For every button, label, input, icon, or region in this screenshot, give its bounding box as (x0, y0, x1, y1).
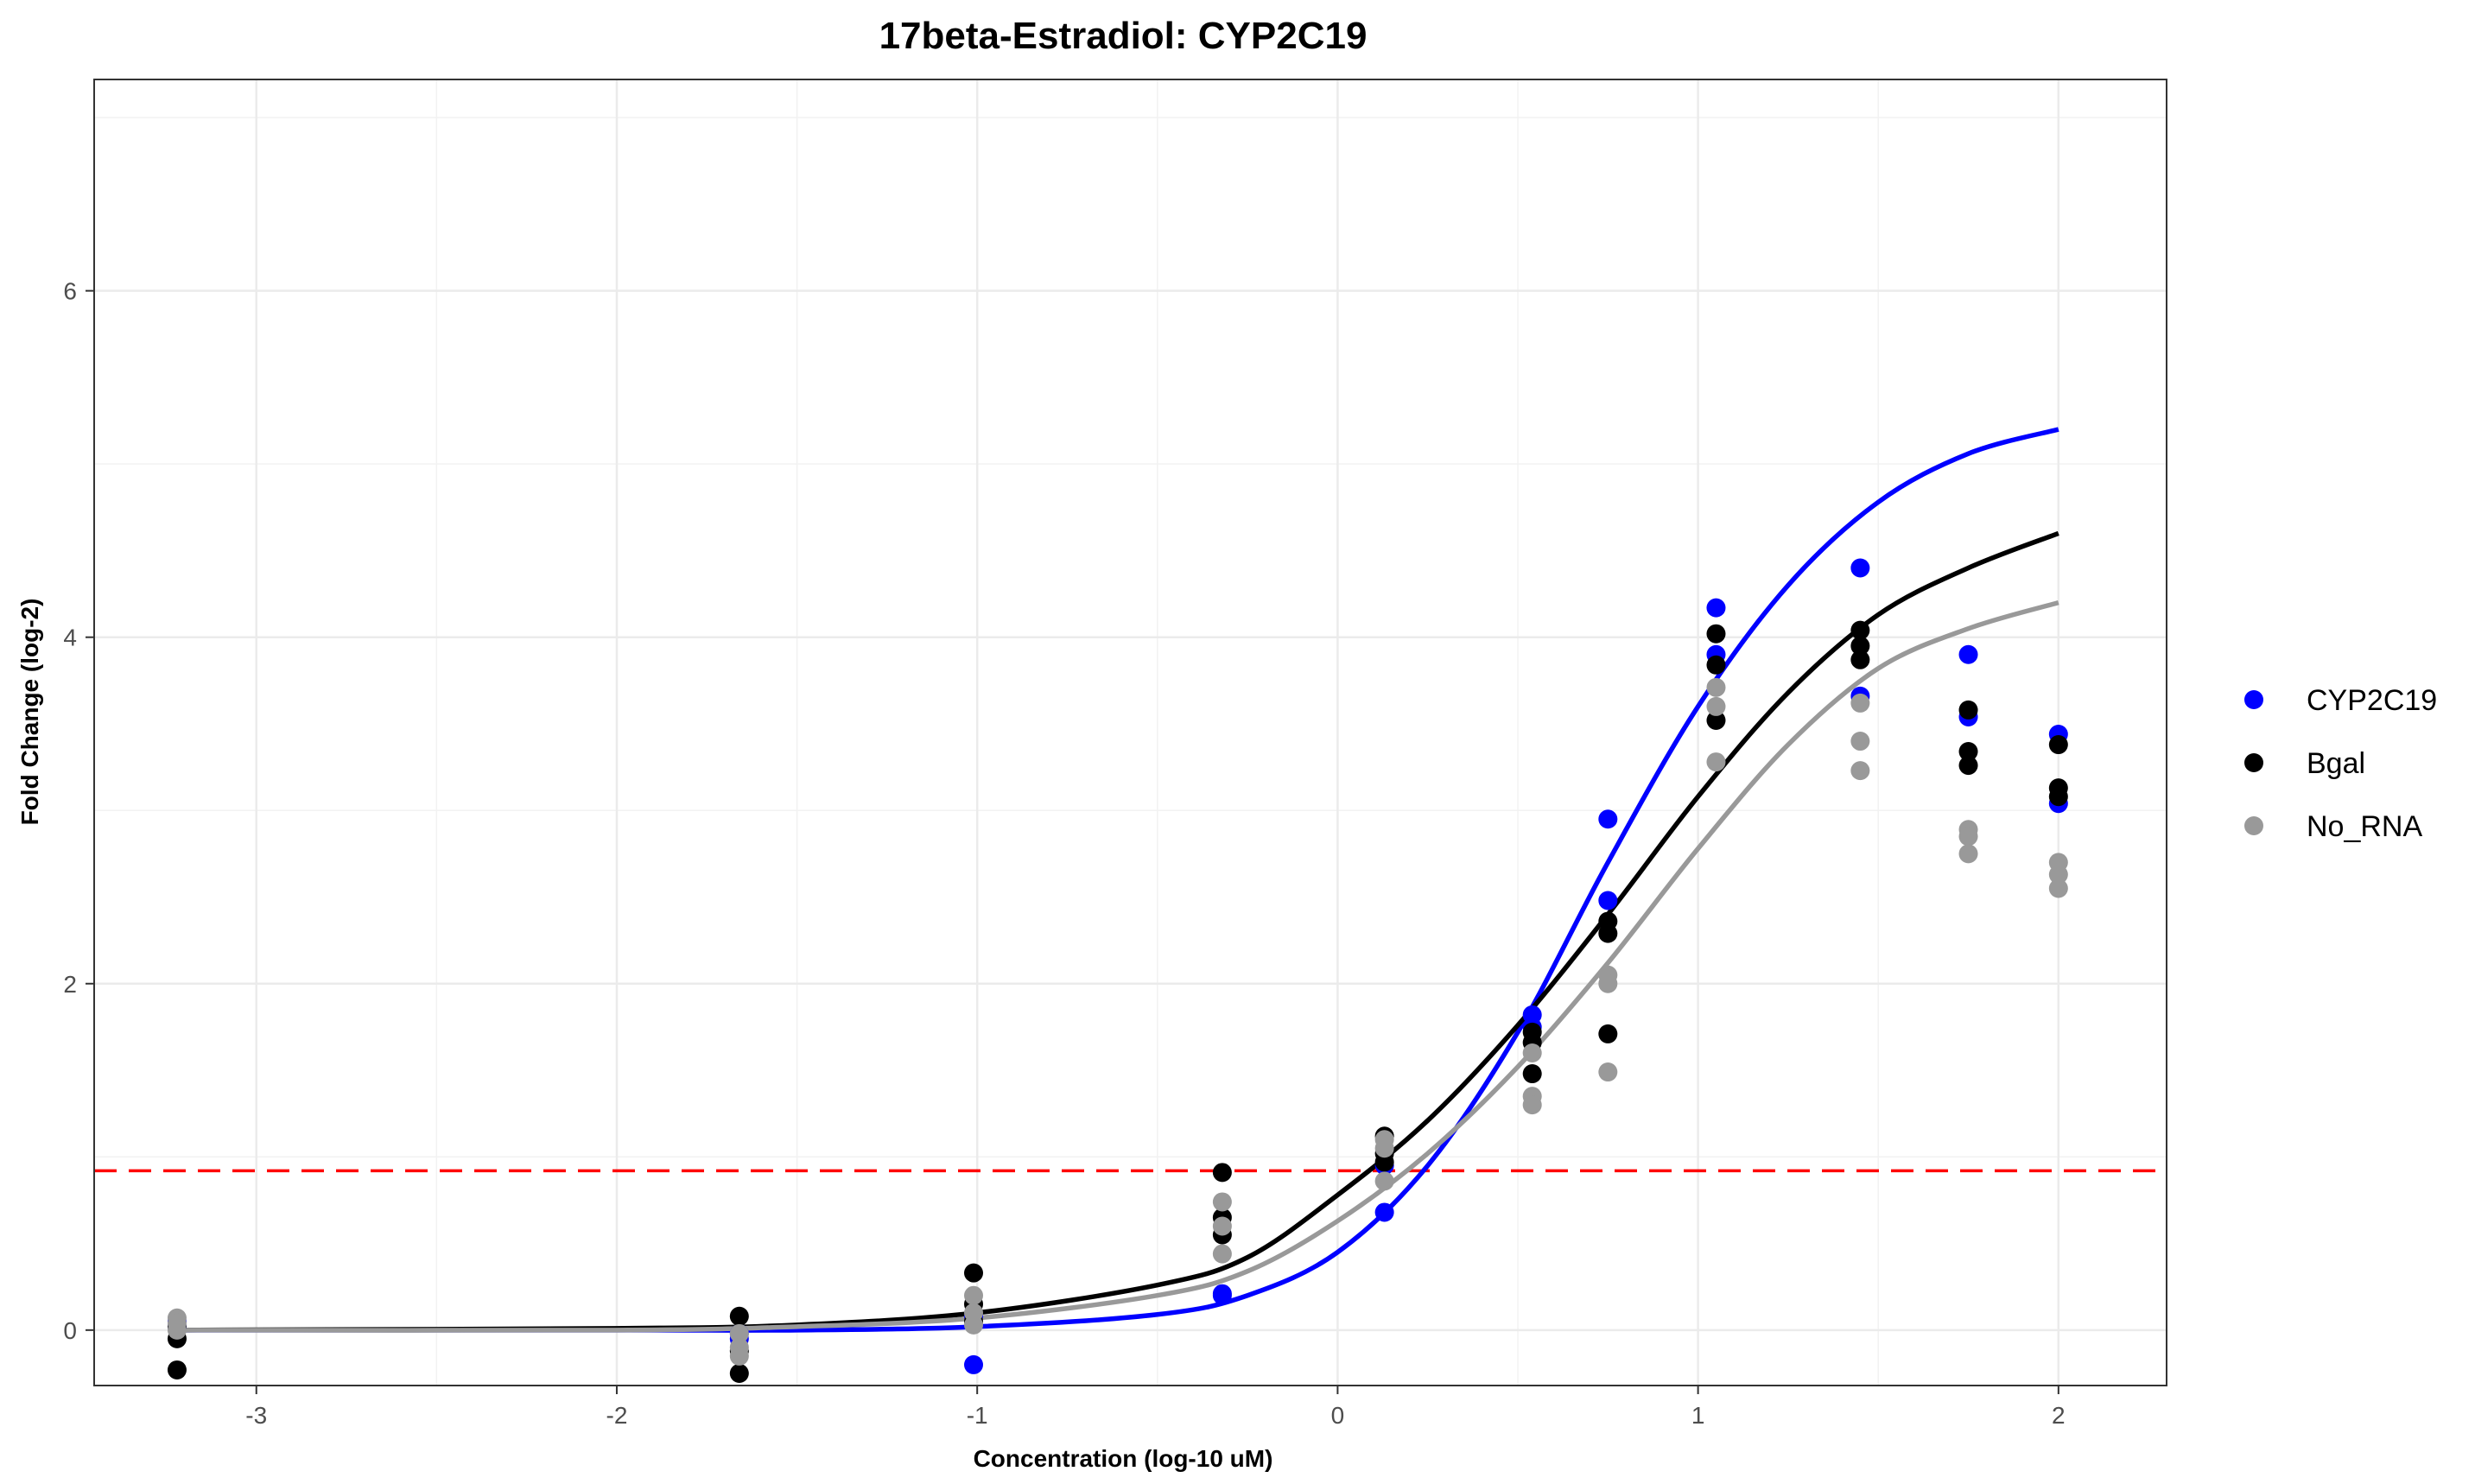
x-tick-label: -2 (606, 1402, 628, 1429)
y-tick-label: 4 (63, 625, 77, 651)
data-point-no-rna (1850, 732, 1870, 752)
data-point-cyp2c19 (1212, 1285, 1232, 1305)
x-tick-label: -1 (967, 1402, 988, 1429)
data-point-bgal (1850, 650, 1870, 669)
legend: CYP2C19 Bgal No_RNA (2244, 684, 2437, 843)
data-point-cyp2c19 (1598, 891, 1618, 910)
data-point-bgal (1706, 710, 1726, 730)
x-tick-label: 2 (2052, 1402, 2066, 1429)
data-point-no-rna (167, 1320, 187, 1340)
data-point-bgal (1958, 742, 1978, 762)
data-point-no-rna (1522, 1043, 1542, 1062)
data-point-no-rna (1374, 1171, 1394, 1191)
x-tick-label: 0 (1331, 1402, 1345, 1429)
y-tick-label: 0 (63, 1317, 77, 1344)
data-point-bgal (729, 1363, 749, 1383)
fit-curve-cyp2c19 (176, 427, 2059, 1333)
data-point-bgal (167, 1360, 187, 1379)
data-point-no-rna (1598, 1062, 1618, 1082)
data-point-cyp2c19 (1850, 558, 1870, 578)
data-point-no-rna (1598, 973, 1618, 993)
data-point-no-rna (1212, 1244, 1232, 1264)
legend-key-bgal (2244, 753, 2263, 772)
y-tick-label: 2 (63, 971, 77, 998)
data-point-no-rna (1706, 696, 1726, 716)
data-point-no-rna (1958, 844, 1978, 864)
data-point-bgal (2048, 735, 2068, 755)
y-axis-title: Fold Change (log-2) (16, 599, 43, 826)
data-points (167, 558, 2068, 1383)
x-axis-title: Concentration (log-10 uM) (974, 1445, 1273, 1472)
x-tick-label: 1 (1691, 1402, 1705, 1429)
data-point-bgal (1850, 620, 1870, 640)
data-point-no-rna (964, 1315, 984, 1335)
data-point-bgal (1706, 655, 1726, 675)
data-point-no-rna (1958, 827, 1978, 847)
x-tick-label: -3 (245, 1402, 267, 1429)
data-point-no-rna (1212, 1216, 1232, 1236)
data-point-bgal (1958, 700, 1978, 720)
data-point-no-rna (1850, 761, 1870, 781)
data-point-bgal (1212, 1163, 1232, 1183)
data-point-bgal (1522, 1064, 1542, 1084)
data-point-bgal (964, 1263, 984, 1283)
data-point-no-rna (2048, 878, 2068, 898)
data-point-bgal (1598, 1024, 1618, 1043)
data-point-no-rna (1374, 1138, 1394, 1158)
axis-ticks: -3 -2 -1 0 1 2 0 2 4 6 (63, 278, 2065, 1429)
data-point-cyp2c19 (964, 1354, 984, 1374)
data-point-bgal (1374, 1152, 1394, 1172)
data-point-no-rna (1212, 1192, 1232, 1212)
legend-label-cyp2c19: CYP2C19 (2307, 684, 2437, 717)
data-point-bgal (729, 1306, 749, 1326)
legend-key-cyp2c19 (2244, 690, 2263, 709)
legend-label-no-rna: No_RNA (2307, 810, 2422, 843)
data-point-no-rna (964, 1285, 984, 1305)
legend-key-no-rna (2244, 816, 2263, 835)
data-point-cyp2c19 (1374, 1202, 1394, 1222)
data-point-bgal (1958, 756, 1978, 776)
data-point-no-rna (1706, 752, 1726, 772)
data-point-no-rna (1522, 1095, 1542, 1115)
data-point-no-rna (2048, 865, 2068, 885)
data-point-cyp2c19 (1598, 809, 1618, 829)
chart-title: 17beta-Estradiol: CYP2C19 (879, 15, 1368, 57)
data-point-bgal (2048, 787, 2068, 807)
data-point-cyp2c19 (1706, 598, 1726, 618)
data-point-no-rna (1706, 677, 1726, 697)
data-point-no-rna (729, 1323, 749, 1343)
data-point-no-rna (729, 1346, 749, 1366)
data-point-bgal (1706, 624, 1726, 644)
panel-border (93, 79, 2167, 1386)
data-point-cyp2c19 (1958, 644, 1978, 664)
data-point-bgal (1598, 923, 1618, 943)
y-tick-label: 6 (63, 278, 77, 305)
data-point-no-rna (1850, 693, 1870, 713)
data-point-bgal (1850, 636, 1870, 656)
legend-label-bgal: Bgal (2307, 747, 2365, 780)
